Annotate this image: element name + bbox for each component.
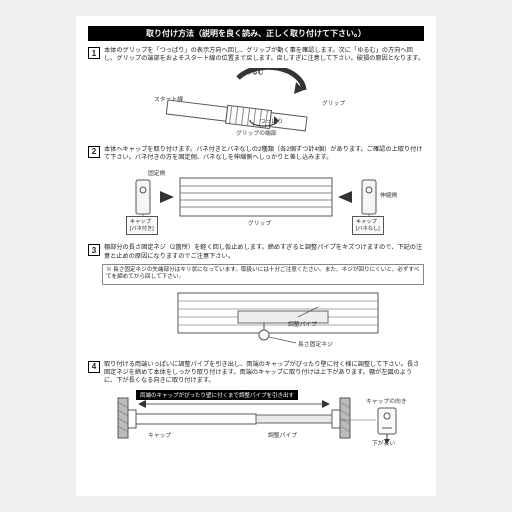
label-grip-end: グリップの端部 [236,128,277,137]
step-1-num: 1 [88,47,100,59]
label-grip: グリップ [322,98,345,107]
label-grip-2: グリップ [248,218,271,227]
label-cap: キャップ [148,430,171,439]
label-fixed-side: 固定側 [148,168,165,177]
note-step3: ※ 長さ固定ネジの先端部分はキリ状になっています。取扱いには十分ご注意ください。… [102,264,424,285]
step-4-text: 取り付ける両端いっぱいに調整パイプを引き出し、両端のキャップがぴったり壁に付く様… [104,361,424,386]
step-3-num: 3 [88,244,100,256]
callout-cap-nospring: キャップ [バネなし] [352,216,384,234]
label-adjust-pipe: 調整パイプ [288,319,317,328]
step-1-text: 本体のグリップを「つっぱり」の表示方向へ回し、グリップが動く事を確認します。次に… [104,47,424,64]
diagram-4: 両端のキャップがぴったり壁に付くまで調整パイプを引き出す キャップの向き キャッ… [88,390,424,446]
diagram-2: 固定側 伸縮側 キャップ [バネ付き] キャップ [バネなし] グリップ [88,166,424,234]
step-4-num: 4 [88,361,100,373]
label-down-long: 下が長い [372,438,395,447]
label-extend-side: 伸縮側 [380,190,397,199]
label-fix-screw: 長さ固定ネジ [298,339,333,348]
diagram-3: 調整パイプ 長さ固定ネジ [88,289,424,351]
label-yurumu: ゆるむ [246,67,263,76]
label-start-line: スタート線 [154,94,183,103]
step-2: 2 本体へキャップを取り付けます。バネ付きとバネなしの2種類（各2個ずつ計4個）… [88,146,424,163]
label-tsuppari: つっぱり [260,116,283,125]
step-3: 3 棚部分の長さ固定ネジ（2箇所）を軽く回し仮止めします。締めすぎると調整パイプ… [88,244,424,261]
callout-cap-spring: キャップ [バネ付き] [126,216,158,234]
diagram-1: ゆるむ スタート線 つっぱり グリップ グリップの端部 [88,68,424,136]
label-adjust-pipe-4: 調整パイプ [268,430,297,439]
step-3-text: 棚部分の長さ固定ネジ（2箇所）を軽く回し仮止めします。締めすぎると調整パイプをキ… [104,244,424,261]
step-4: 4 取り付ける両端いっぱいに調整パイプを引き出し、両端のキャップがぴったり壁に付… [88,361,424,386]
header-bar: 取り付け方法（説明を良く読み、正しく取り付けて下さい。） [88,26,424,41]
step-2-text: 本体へキャップを取り付けます。バネ付きとバネなしの2種類（各2個ずつ計4個）があ… [104,146,424,163]
label-cap-dir: キャップの向き [366,396,407,405]
step-2-num: 2 [88,146,100,158]
step-1: 1 本体のグリップを「つっぱり」の表示方向へ回し、グリップが動く事を確認します。… [88,47,424,64]
banner-step4: 両端のキャップがぴったり壁に付くまで調整パイプを引き出す [136,390,298,400]
